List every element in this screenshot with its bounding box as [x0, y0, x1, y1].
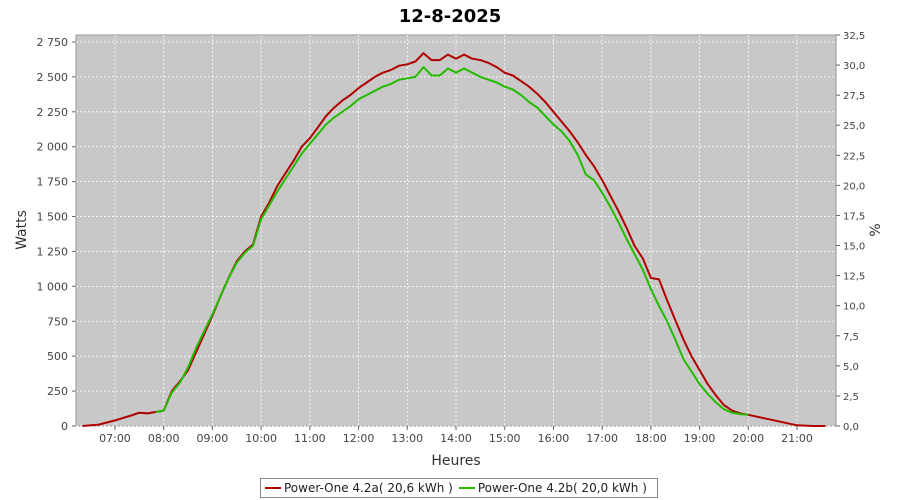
x-tick-label: 17:00	[586, 432, 618, 445]
x-tick-label: 19:00	[684, 432, 716, 445]
y-tick-label: 2 250	[37, 106, 69, 119]
x-tick-label: 21:00	[781, 432, 813, 445]
legend-swatch-a	[265, 487, 281, 489]
y2-tick-label: 22,5	[843, 151, 865, 162]
y2-tick-label: 2,5	[843, 392, 859, 403]
y-tick-label: 250	[47, 385, 68, 398]
x-tick-label: 18:00	[635, 432, 667, 445]
y2-tick-label: 20,0	[843, 181, 865, 192]
chart-title: 12-8-2025	[399, 6, 502, 27]
y2-axis-label: %	[868, 223, 884, 236]
x-tick-label: 16:00	[538, 432, 570, 445]
y-tick-label: 2 000	[37, 141, 69, 154]
legend-label-a: Power-One 4.2a( 20,6 kWh )	[284, 481, 453, 495]
y-tick-label: 1 250	[37, 245, 69, 258]
x-tick-label: 08:00	[148, 432, 180, 445]
x-tick-label: 09:00	[197, 432, 229, 445]
y-tick-label: 1 500	[37, 211, 69, 224]
legend-swatch-b	[458, 487, 475, 489]
y2-tick-label: 17,5	[843, 211, 865, 222]
x-tick-label: 20:00	[732, 432, 764, 445]
y-tick-label: 1 000	[37, 280, 69, 293]
y-tick-label: 500	[47, 350, 68, 363]
x-tick-label: 10:00	[245, 432, 277, 445]
y2-tick-label: 10,0	[843, 302, 865, 313]
x-tick-label: 07:00	[99, 432, 131, 445]
legend-label-b: Power-One 4.2b( 20,0 kWh )	[477, 481, 647, 495]
x-tick-label: 15:00	[489, 432, 521, 445]
y2-tick-label: 7,5	[843, 332, 859, 343]
y2-tick-label: 12,5	[843, 272, 865, 283]
x-tick-label: 14:00	[440, 432, 472, 445]
y2-tick-label: 27,5	[843, 91, 865, 102]
y-tick-label: 750	[47, 315, 68, 328]
series-layer	[82, 52, 826, 427]
y2-tick-label: 5,0	[843, 362, 859, 373]
y-tick-label: 1 750	[37, 176, 69, 189]
axes: 07:00 08:00 09:00 10:00 11:00 12:00 13:00 14:00…	[37, 31, 866, 445]
grid	[76, 35, 836, 427]
x-tick-label: 13:00	[391, 432, 423, 445]
y-tick-label: 2 500	[37, 71, 69, 84]
y-tick-label: 0	[61, 420, 68, 433]
x-tick-label: 12:00	[343, 432, 375, 445]
y-axis-label: Watts	[14, 210, 30, 250]
x-axis-label: Heures	[431, 453, 480, 469]
series-line-b	[155, 66, 749, 416]
legend-item-a: Power-One 4.2a( 20,6 kWh )	[265, 481, 453, 495]
legend-item-b: Power-One 4.2b( 20,0 kWh )	[458, 481, 647, 495]
y2-tick-label: 15,0	[843, 242, 865, 253]
legend: Power-One 4.2a( 20,6 kWh ) Power-One 4.2…	[260, 478, 658, 498]
y2-tick-label: 0,0	[843, 422, 859, 433]
y2-tick-label: 30,0	[843, 61, 865, 72]
y2-tick-label: 32,5	[843, 31, 865, 42]
y-tick-label: 2 750	[37, 36, 69, 49]
x-tick-label: 11:00	[294, 432, 326, 445]
y2-tick-label: 25,0	[843, 121, 865, 132]
